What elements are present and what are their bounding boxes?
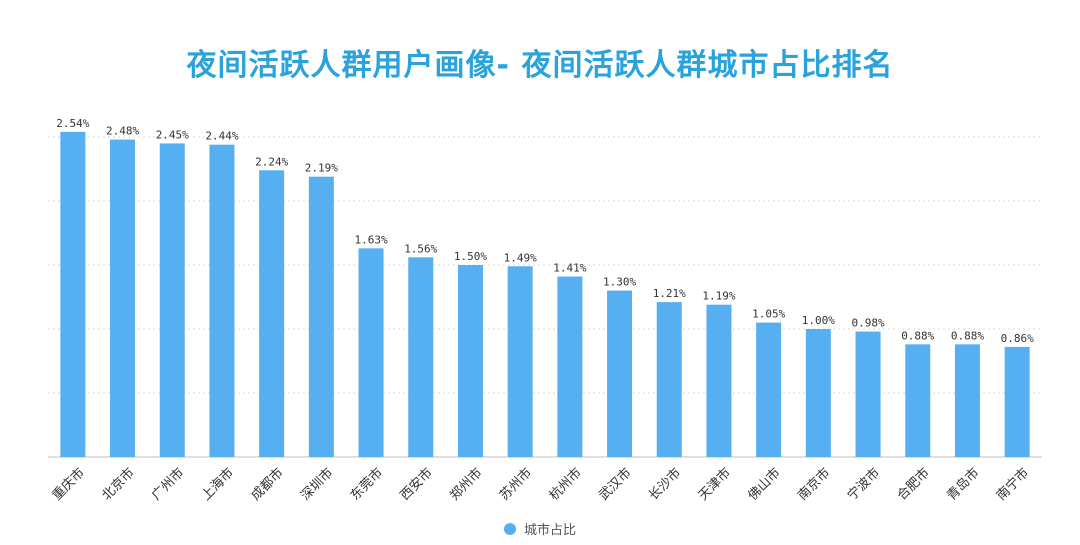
bar-19[interactable] — [954, 344, 980, 457]
bar-12[interactable] — [607, 290, 633, 457]
chart-title: 夜间活跃人群用户画像- 夜间活跃人群城市占比排名 — [186, 48, 894, 83]
x-tick-label: 广州市 — [148, 465, 187, 504]
x-tick-label: 南宁市 — [993, 465, 1032, 504]
bar-20[interactable] — [1004, 346, 1030, 457]
bar-9[interactable] — [457, 265, 483, 457]
data-label: 2.24% — [255, 155, 288, 168]
data-label: 2.44% — [205, 130, 238, 143]
x-tick-label: 长沙市 — [645, 465, 684, 504]
data-label: 1.56% — [404, 242, 437, 255]
data-label: 1.63% — [354, 233, 387, 246]
x-tick-label: 佛山市 — [745, 465, 784, 504]
x-tick-label: 上海市 — [198, 465, 237, 504]
bar-4[interactable] — [209, 144, 235, 457]
x-tick-label: 苏州市 — [496, 465, 535, 504]
x-tick-label: 宁波市 — [844, 465, 883, 504]
bar-7[interactable] — [358, 248, 384, 457]
data-label: 1.21% — [653, 287, 686, 300]
x-tick-label: 西安市 — [397, 465, 436, 504]
data-label: 0.86% — [1001, 332, 1034, 345]
data-label: 1.05% — [752, 308, 785, 321]
data-label: 2.54% — [56, 117, 89, 130]
bar-15[interactable] — [756, 322, 782, 457]
bar-17[interactable] — [855, 331, 881, 457]
x-tick-label: 郑州市 — [447, 465, 486, 504]
x-tick-label: 东莞市 — [347, 465, 386, 504]
bar-1[interactable] — [60, 131, 86, 457]
bar-13[interactable] — [656, 302, 682, 457]
data-label: 1.50% — [454, 250, 487, 263]
x-tick-label: 南京市 — [794, 465, 833, 504]
legend: 城市占比 — [0, 519, 1080, 538]
data-label: 1.41% — [553, 262, 586, 275]
data-label: 1.19% — [702, 290, 735, 303]
bar-10[interactable] — [507, 266, 533, 457]
data-label: 1.49% — [504, 251, 537, 264]
bar-3[interactable] — [159, 143, 185, 457]
x-tick-label: 成都市 — [248, 465, 287, 504]
bar-5[interactable] — [259, 170, 285, 457]
x-tick-label: 杭州市 — [546, 465, 585, 504]
legend-marker — [503, 522, 516, 535]
bar-11[interactable] — [557, 276, 583, 457]
data-label: 2.45% — [156, 128, 189, 141]
data-label: 0.88% — [901, 329, 934, 342]
x-tick-label: 深圳市 — [297, 465, 336, 504]
data-label: 0.98% — [851, 317, 884, 330]
bar-18[interactable] — [905, 344, 931, 457]
x-tick-label: 武汉市 — [596, 465, 635, 504]
bar-14[interactable] — [706, 304, 732, 457]
data-label: 0.88% — [951, 329, 984, 342]
x-tick-label: 天津市 — [695, 465, 734, 504]
x-tick-label: 青岛市 — [944, 465, 983, 504]
data-label: 1.30% — [603, 276, 636, 289]
data-label: 2.19% — [305, 162, 338, 175]
bar-2[interactable] — [110, 139, 136, 457]
x-tick-label: 重庆市 — [49, 465, 88, 504]
data-label: 2.48% — [106, 125, 139, 138]
bar-6[interactable] — [308, 176, 334, 457]
data-label: 1.00% — [802, 314, 835, 327]
legend-label: 城市占比 — [523, 523, 576, 538]
bar-16[interactable] — [805, 329, 831, 457]
x-tick-label: 合肥市 — [894, 465, 933, 504]
bar-8[interactable] — [408, 257, 434, 457]
x-tick-label: 北京市 — [99, 465, 138, 504]
